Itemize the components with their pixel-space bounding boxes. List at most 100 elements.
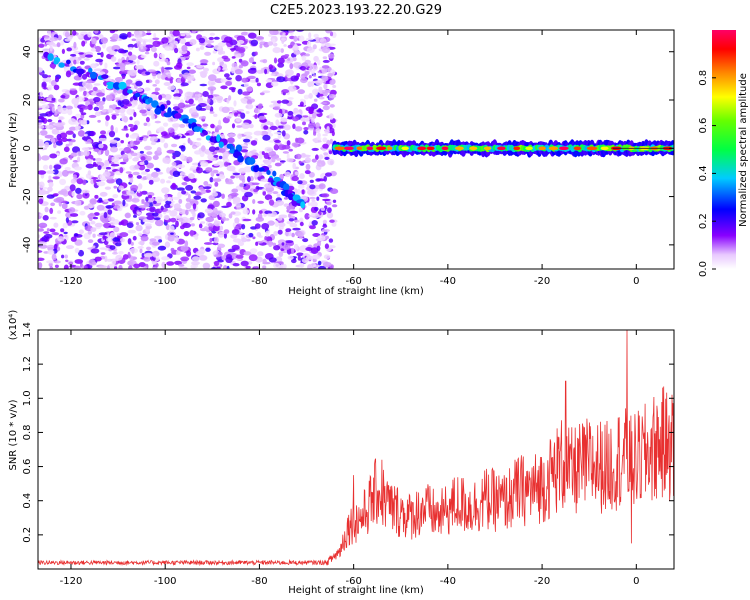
heatmap-noise-blob	[119, 232, 129, 238]
heatmap-noise-blob	[138, 232, 143, 237]
heatmap-noise-blob	[291, 247, 295, 254]
heatmap-noise-blob	[91, 37, 96, 45]
heatmap-noise-blob	[293, 142, 299, 148]
heatmap-noise-blob	[310, 70, 315, 75]
heatmap-noise-blob	[217, 259, 224, 263]
heatmap-noise-blob	[78, 229, 84, 234]
heatmap-noise-blob	[121, 128, 129, 131]
heatmap-noise-blob	[325, 172, 332, 177]
heatmap-noise-blob	[70, 152, 78, 157]
heatmap-noise-blob	[306, 63, 314, 67]
heatmap-noise-blob	[210, 82, 216, 85]
heatmap-noise-blob	[275, 200, 285, 206]
heatmap-noise-blob	[281, 144, 291, 150]
heatmap-noise-blob	[190, 264, 196, 269]
heatmap-noise-blob	[50, 202, 55, 207]
heatmap-trace-blob	[174, 113, 182, 119]
heatmap-noise-blob	[38, 105, 42, 109]
heatmap-noise-blob	[184, 240, 189, 247]
heatmap-noise-blob	[264, 68, 268, 75]
heatmap-noise-blob	[279, 173, 284, 180]
heatmap-noise-blob	[52, 176, 60, 180]
heatmap-noise-blob	[299, 245, 308, 253]
heatmap-axes: -120 -100 -80 -60 -40 -20 0 -40 -20 0 20 40	[22, 30, 674, 287]
heatmap-noise-blob	[216, 266, 221, 269]
heatmap-trace-blob	[216, 134, 221, 143]
heatmap-noise-blob	[311, 158, 317, 163]
heatmap-noise-blob	[241, 122, 251, 129]
heatmap-noise-blob	[306, 189, 315, 195]
heatmap-trace-blob	[101, 74, 109, 79]
heatmap-noise-blob	[76, 193, 83, 200]
heatmap-noise-blob	[268, 240, 273, 247]
heatmap-noise-blob	[125, 133, 129, 138]
heatmap-noise-blob	[54, 260, 61, 264]
y-tick-label: 0.8	[22, 424, 33, 440]
heatmap-noise-blob	[222, 116, 230, 124]
heatmap-noise-blob	[249, 248, 258, 254]
heatmap-noise-blob	[219, 225, 224, 231]
heatmap-noise-blob	[297, 231, 304, 239]
heatmap-noise-blob	[272, 242, 277, 246]
heatmap-noise-blob	[70, 213, 79, 217]
heatmap-noise-blob	[262, 190, 267, 196]
heatmap-noise-blob	[274, 220, 280, 227]
heatmap-noise-blob	[85, 163, 95, 169]
heatmap-noise-blob	[141, 190, 148, 195]
heatmap-noise-blob	[49, 153, 58, 159]
heatmap-noise-blob	[143, 160, 149, 166]
heatmap-noise-blob	[226, 165, 236, 172]
heatmap-noise-blob	[136, 41, 141, 48]
heatmap-noise-blob	[186, 156, 193, 163]
heatmap-noise-blob	[98, 265, 108, 269]
heatmap-noise-blob	[179, 73, 183, 78]
heatmap-noise-blob	[238, 174, 245, 181]
heatmap-noise-blob	[321, 228, 330, 233]
heatmap-noise-blob	[138, 262, 146, 268]
heatmap-noise-blob	[232, 201, 238, 205]
heatmap-noise-blob	[51, 79, 57, 87]
heatmap-noise-blob	[244, 96, 252, 99]
heatmap-noise-blob	[309, 224, 316, 230]
y-tick-label: 0.6	[22, 459, 33, 475]
heatmap-noise-blob	[93, 96, 101, 103]
heatmap-noise-blob	[81, 147, 90, 151]
heatmap-noise-blob	[154, 219, 164, 227]
heatmap-noise-blob	[225, 256, 233, 263]
heatmap-noise-blob	[51, 97, 56, 101]
heatmap-noise-blob	[230, 234, 238, 239]
heatmap-noise-blob	[323, 175, 328, 182]
heatmap-noise-blob	[115, 108, 121, 114]
heatmap-noise-blob	[114, 97, 123, 101]
heatmap-noise-blob	[254, 114, 258, 119]
heatmap-noise-blob	[252, 149, 257, 153]
heatmap-noise-blob	[57, 210, 62, 214]
heatmap-noise-blob	[197, 212, 205, 219]
heatmap-noise-blob	[167, 235, 175, 242]
heatmap-noise-blob	[282, 32, 286, 36]
heatmap-noise-blob	[234, 69, 243, 75]
heatmap-noise-blob	[216, 173, 220, 177]
heatmap-noise-blob	[68, 207, 76, 213]
heatmap-noise-blob	[262, 59, 268, 64]
heatmap-noise-blob	[213, 220, 221, 227]
heatmap-noise-blob	[39, 189, 47, 196]
heatmap-noise-blob	[196, 137, 202, 141]
heatmap-noise-blob	[222, 151, 230, 158]
heatmap-noise-blob	[207, 223, 214, 227]
heatmap-noise-blob	[248, 254, 258, 262]
heatmap-noise-blob	[166, 61, 171, 66]
heatmap-noise-blob	[151, 114, 155, 120]
heatmap-noise-blob	[191, 107, 197, 110]
heatmap-noise-blob	[203, 186, 212, 190]
heatmap-trace-blob	[75, 68, 85, 75]
heatmap-noise-blob	[166, 196, 173, 202]
heatmap-noise-blob	[227, 137, 235, 144]
heatmap-noise-blob	[106, 265, 110, 269]
heatmap-noise-blob	[110, 56, 117, 62]
heatmap-noise-blob	[329, 138, 334, 145]
heatmap-noise-blob	[87, 170, 92, 176]
heatmap-noise-blob	[74, 265, 81, 269]
heatmap-noise-blob	[247, 75, 256, 80]
heatmap-noise-blob	[200, 198, 207, 203]
